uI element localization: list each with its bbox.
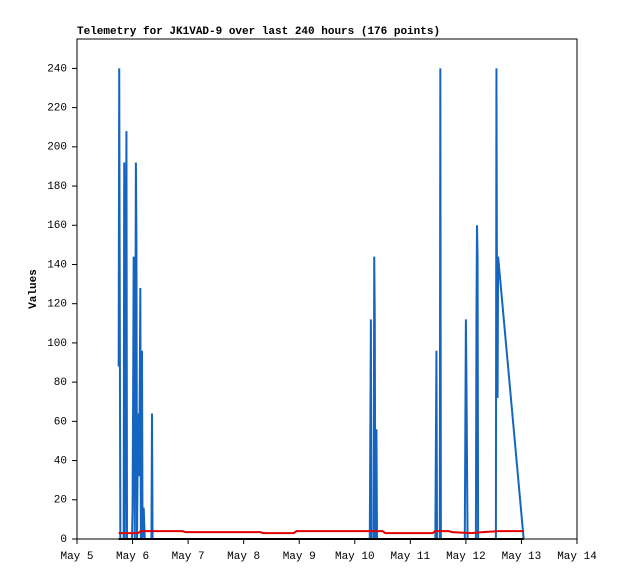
y-tick-label: 100 [47,338,67,350]
y-tick-label: 80 [54,377,67,389]
y-tick-label: 220 [47,103,67,115]
y-tick-label: 200 [47,142,67,154]
x-tick-label: May 6 [116,551,149,563]
y-tick-label: 140 [47,259,67,271]
y-tick-label: 60 [54,416,67,428]
x-tick-label: May 12 [446,551,486,563]
x-tick-label: May 8 [227,551,260,563]
x-tick-label: May 9 [283,551,316,563]
x-tick-label: May 11 [391,551,431,563]
x-tick-label: May 13 [502,551,542,563]
y-axis-label: Values [28,269,40,309]
y-tick-label: 0 [60,534,67,546]
y-tick-label: 120 [47,299,67,311]
chart-title: Telemetry for JK1VAD-9 over last 240 hou… [77,26,440,38]
plot-area [76,38,578,540]
y-tick-label: 160 [47,220,67,232]
x-tick-label: May 14 [557,551,597,563]
x-tick-label: May 5 [60,551,93,563]
x-tick-label: May 10 [335,551,375,563]
series-line [118,530,524,535]
y-tick-label: 40 [54,455,67,467]
x-tick-label: May 7 [172,551,205,563]
y-tick-label: 20 [54,495,67,507]
y-tick-label: 180 [47,181,67,193]
y-tick-label: 240 [47,63,67,75]
